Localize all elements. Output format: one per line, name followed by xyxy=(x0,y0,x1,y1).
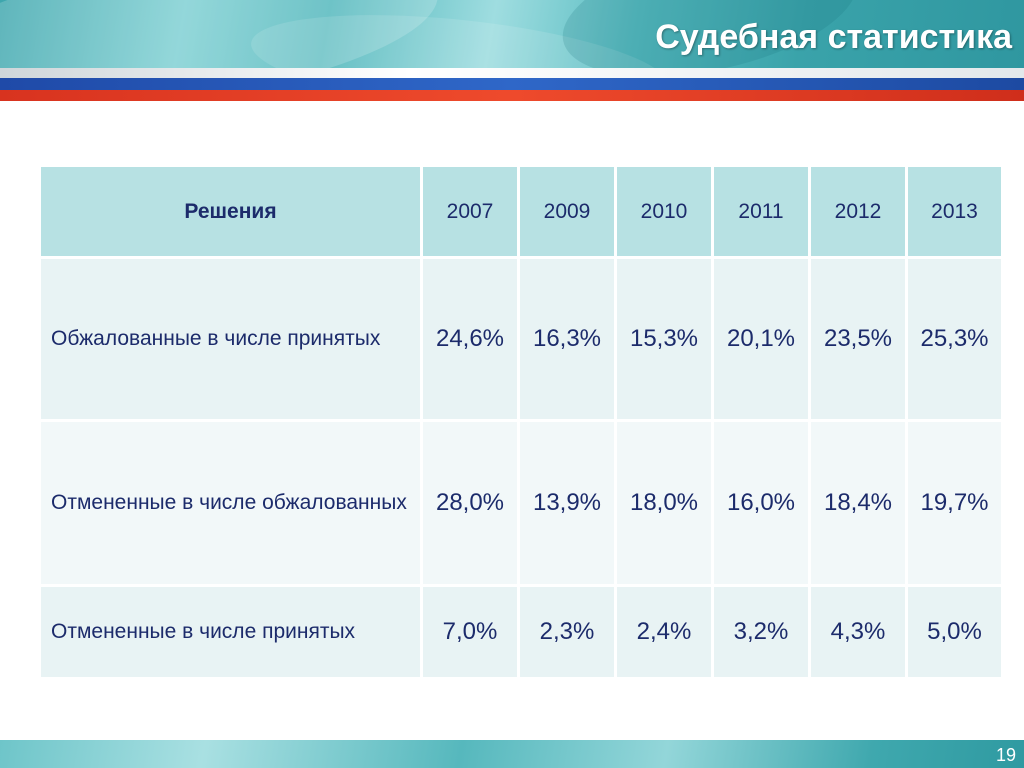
table-cell: 15,3% xyxy=(617,259,711,419)
slide-title: Судебная статистика xyxy=(655,18,1012,56)
flag-stripe-white xyxy=(0,68,1024,78)
row-label: Отмененные в числе принятых xyxy=(41,587,420,677)
page-number: 19 xyxy=(995,745,1016,765)
table-cell: 19,7% xyxy=(908,422,1001,584)
year-header: 2011 xyxy=(714,167,808,256)
table-cell: 18,4% xyxy=(811,422,905,584)
year-header: 2009 xyxy=(520,167,614,256)
year-header: 2007 xyxy=(423,167,517,256)
header-banner: Судебная статистика xyxy=(0,0,1024,68)
year-header: 2010 xyxy=(617,167,711,256)
table-cell: 13,9% xyxy=(520,422,614,584)
table-cell: 4,3% xyxy=(811,587,905,677)
table-cell: 16,3% xyxy=(520,259,614,419)
statistics-table: Решения 2007 2009 2010 2011 2012 2013 Об… xyxy=(38,164,1004,680)
table-cell: 28,0% xyxy=(423,422,517,584)
table-cell: 2,4% xyxy=(617,587,711,677)
table-cell: 20,1% xyxy=(714,259,808,419)
flag-stripe-red xyxy=(0,90,1024,101)
table-cell: 16,0% xyxy=(714,422,808,584)
table-cell: 25,3% xyxy=(908,259,1001,419)
table-cell: 24,6% xyxy=(423,259,517,419)
table-cell: 18,0% xyxy=(617,422,711,584)
year-header: 2012 xyxy=(811,167,905,256)
table-cell: 3,2% xyxy=(714,587,808,677)
table-cell: 7,0% xyxy=(423,587,517,677)
table-cell: 23,5% xyxy=(811,259,905,419)
row-label: Отмененные в числе обжалованных xyxy=(41,422,420,584)
year-header: 2013 xyxy=(908,167,1001,256)
table-row: Отмененные в числе обжалованных 28,0% 13… xyxy=(41,422,1001,584)
footer-banner xyxy=(0,740,1024,768)
table-corner-header: Решения xyxy=(41,167,420,256)
table-cell: 2,3% xyxy=(520,587,614,677)
table-cell: 5,0% xyxy=(908,587,1001,677)
table-row: Обжалованные в числе принятых 24,6% 16,3… xyxy=(41,259,1001,419)
row-label: Обжалованные в числе принятых xyxy=(41,259,420,419)
table-row: Отмененные в числе принятых 7,0% 2,3% 2,… xyxy=(41,587,1001,677)
flag-stripe-blue xyxy=(0,78,1024,90)
table-header-row: Решения 2007 2009 2010 2011 2012 2013 xyxy=(41,167,1001,256)
